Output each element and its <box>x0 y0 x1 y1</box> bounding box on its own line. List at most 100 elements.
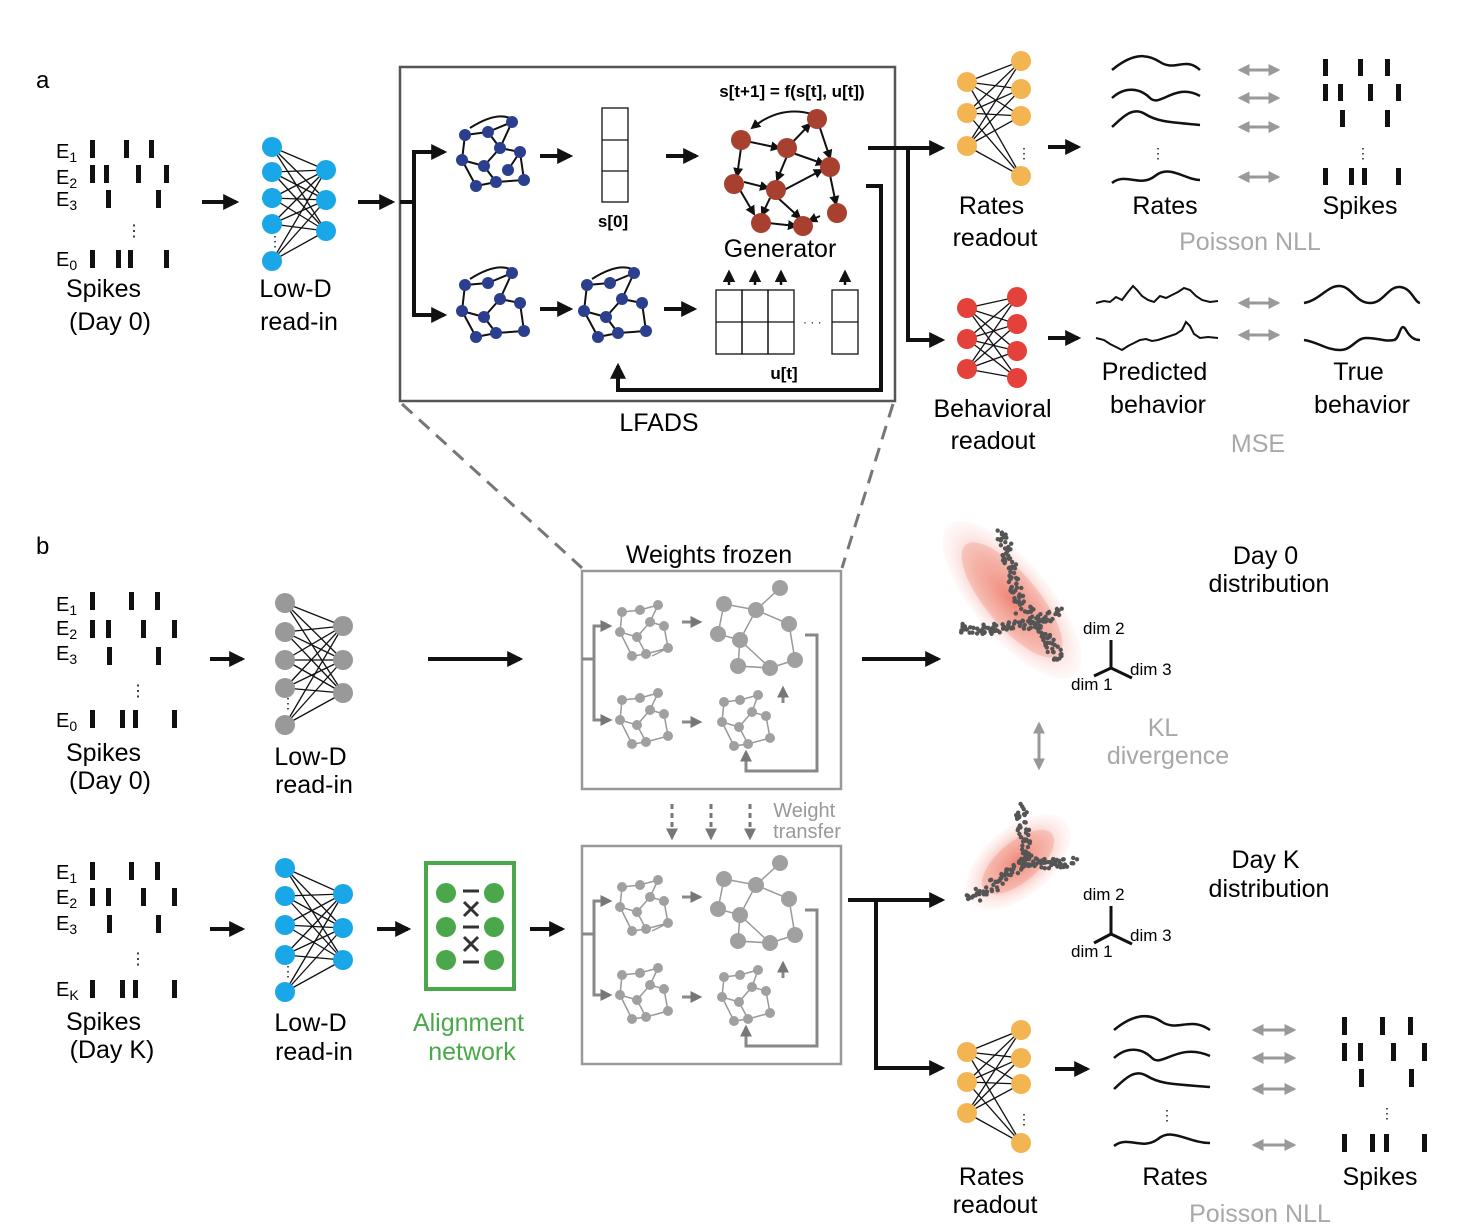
mse-label: MSE <box>1231 430 1285 458</box>
readin-label-a: Low-D read-in <box>259 275 338 336</box>
scatter-point <box>1004 535 1009 540</box>
scatter-point <box>1025 844 1031 850</box>
svg-text:⋮: ⋮ <box>1380 1105 1394 1121</box>
svg-text:⋮: ⋮ <box>130 683 146 700</box>
dayk-dist-label: Day K distribution <box>1209 846 1330 903</box>
scatter-point <box>992 621 997 627</box>
scatter-point <box>1022 820 1027 825</box>
scatter-point <box>1004 867 1009 872</box>
scatter-point <box>1046 866 1052 871</box>
svg-text:E1: E1 <box>56 862 77 886</box>
scatter-point <box>1059 651 1064 657</box>
svg-text:⋮: ⋮ <box>1017 1111 1031 1127</box>
ut-label: u[t] <box>770 364 797 383</box>
svg-text:⋮: ⋮ <box>130 951 146 968</box>
scatter-point <box>1020 847 1025 852</box>
scatter-point <box>1015 870 1021 876</box>
alignment-network-label: Alignment network <box>413 1009 531 1066</box>
scatter-point <box>1036 629 1041 634</box>
svg-text:⋮: ⋮ <box>268 233 282 249</box>
scatter-point <box>1028 615 1033 621</box>
panel-b-label: b <box>36 533 49 560</box>
scatter-point <box>1008 585 1014 591</box>
scatter-point <box>1051 650 1056 655</box>
scatter-point <box>997 630 1002 635</box>
electrode-rasters-a: E1 E2 E3 E0 ⋮ <box>56 140 169 273</box>
scatter-point <box>1010 559 1015 565</box>
scatter-point <box>977 898 983 903</box>
predicted-behavior-label: Predicted behavior <box>1102 358 1215 419</box>
scatter-point <box>1024 862 1030 867</box>
scatter-point <box>967 630 972 635</box>
scatter-point <box>1043 632 1048 637</box>
scatter-point <box>1014 599 1019 604</box>
scatter-point <box>1021 806 1026 812</box>
scatter-point <box>991 882 996 887</box>
scatter-point <box>1035 614 1041 619</box>
mini-lfads-dayk <box>582 855 817 1046</box>
scatter-point <box>1045 611 1050 616</box>
day0-distribution <box>942 521 1082 679</box>
dim2-label: dim 2 <box>1083 619 1125 638</box>
electrode-label: E0 <box>56 249 77 273</box>
generator-label: Generator <box>724 235 837 263</box>
scatter-point <box>1003 540 1008 545</box>
electrode-label: E2 <box>56 167 77 191</box>
scatter-point <box>1050 857 1056 862</box>
axes-glyph-day0 <box>1093 640 1133 680</box>
electrode-rasters-b-day0: E1 E2 E3 E0 ⋮ <box>56 592 177 734</box>
scatter-point <box>1016 620 1022 625</box>
scatter-point <box>1023 827 1029 832</box>
generator-equation: s[t+1] = f(s[t], u[t]) <box>719 82 864 101</box>
scatter-point <box>1019 856 1024 862</box>
svg-text:⋮: ⋮ <box>281 963 295 979</box>
scatter-point <box>1019 606 1024 612</box>
scatter-point <box>1071 855 1076 861</box>
scatter-point <box>1006 620 1012 625</box>
scatter-point <box>1058 647 1063 652</box>
scatter-point <box>1016 810 1021 815</box>
scatter-point <box>995 528 1000 533</box>
frozen-lfads-box-day0 <box>580 569 843 791</box>
scatter-point <box>1017 602 1023 607</box>
readin-label-b-dayk: Low-D read-in <box>274 1009 353 1066</box>
svg-text:E0: E0 <box>56 710 77 734</box>
scatter-point <box>990 625 996 630</box>
scatter-point <box>1054 610 1059 615</box>
scatter-point <box>1000 881 1005 886</box>
scatter-point <box>1028 625 1034 630</box>
scatter-point <box>1013 611 1018 616</box>
scatter-point <box>1032 863 1037 869</box>
scatter-point <box>983 625 988 630</box>
dim3-label-k: dim 3 <box>1130 926 1172 945</box>
scatter-point <box>989 887 994 892</box>
spikes-label-a: Spikes (Day 0) <box>66 275 151 336</box>
scatter-point <box>1000 622 1005 627</box>
scatter-point <box>971 625 976 630</box>
frozen-lfads-box-dayk <box>580 844 843 1066</box>
svg-text:E3: E3 <box>56 643 77 667</box>
predicted-behavior-curves <box>1095 284 1219 352</box>
scatter-point <box>1042 856 1047 862</box>
scatter-point <box>1014 585 1020 590</box>
scatter-point <box>961 627 967 632</box>
rates-curves-a <box>1111 54 1201 185</box>
poisson-label-a: Poisson NLL <box>1179 228 1321 256</box>
svg-text:E1: E1 <box>56 594 77 618</box>
scatter-point <box>1004 627 1009 632</box>
scatter-point <box>1026 832 1031 838</box>
scatter-point <box>1045 649 1050 655</box>
feedback-arrow <box>610 184 883 392</box>
scatter-point <box>1011 862 1016 868</box>
svg-text:· · ·: · · · <box>803 315 822 329</box>
spikes-out-label-b: Spikes <box>1342 1163 1417 1191</box>
scatter-point <box>1020 860 1025 865</box>
panel-a-label: a <box>36 67 50 94</box>
scatter-point <box>996 879 1001 884</box>
scatter-point <box>1024 857 1029 862</box>
scatter-point <box>1006 556 1012 561</box>
axes-glyph-dayk <box>1093 906 1133 946</box>
scatter-point <box>977 892 982 897</box>
scatter-point <box>1047 640 1053 645</box>
svg-text:⋮: ⋮ <box>1356 145 1370 161</box>
